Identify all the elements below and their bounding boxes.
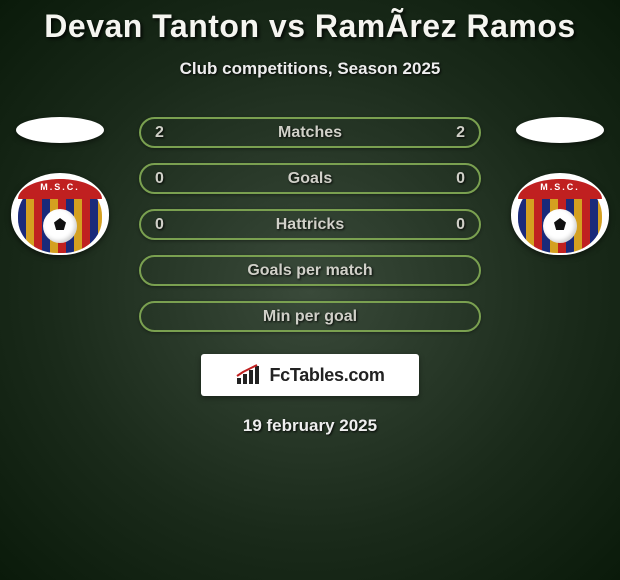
stat-label: Goals per match — [175, 262, 445, 280]
stat-right-value: 0 — [445, 216, 465, 234]
player-right-club-crest: M.S.C. — [511, 173, 609, 255]
fctables-logo: FcTables.com — [201, 354, 419, 396]
player-left-avatar-placeholder — [16, 117, 104, 143]
soccer-ball-icon — [543, 209, 577, 243]
comparison-date: 19 february 2025 — [0, 416, 620, 436]
soccer-ball-icon — [43, 209, 77, 243]
player-right-column: M.S.C. — [500, 117, 620, 255]
comparison-content: M.S.C. M.S.C. 2 Matches 2 0 Goals 0 0 — [0, 117, 620, 436]
stat-label: Min per goal — [175, 308, 445, 326]
stat-label: Matches — [175, 124, 445, 142]
stat-left-value: 2 — [155, 124, 175, 142]
stat-row-goals-per-match: Goals per match — [139, 255, 481, 286]
stat-row-hattricks: 0 Hattricks 0 — [139, 209, 481, 240]
player-right-avatar-placeholder — [516, 117, 604, 143]
stat-row-min-per-goal: Min per goal — [139, 301, 481, 332]
stat-label: Hattricks — [175, 216, 445, 234]
comparison-title: Devan Tanton vs RamÃ­rez Ramos — [0, 0, 620, 45]
stat-left-value: 0 — [155, 170, 175, 188]
bar-chart-icon — [235, 364, 265, 386]
stat-row-matches: 2 Matches 2 — [139, 117, 481, 148]
comparison-subtitle: Club competitions, Season 2025 — [0, 59, 620, 79]
player-left-club-crest: M.S.C. — [11, 173, 109, 255]
stat-right-value: 2 — [445, 124, 465, 142]
crest-left-label: M.S.C. — [18, 182, 102, 192]
stat-row-goals: 0 Goals 0 — [139, 163, 481, 194]
player-left-column: M.S.C. — [0, 117, 120, 255]
stat-label: Goals — [175, 170, 445, 188]
stat-left-value: 0 — [155, 216, 175, 234]
logo-text: FcTables.com — [269, 365, 384, 386]
stat-rows: 2 Matches 2 0 Goals 0 0 Hattricks 0 Goal… — [139, 117, 481, 332]
stat-right-value: 0 — [445, 170, 465, 188]
crest-right-label: M.S.C. — [518, 182, 602, 192]
